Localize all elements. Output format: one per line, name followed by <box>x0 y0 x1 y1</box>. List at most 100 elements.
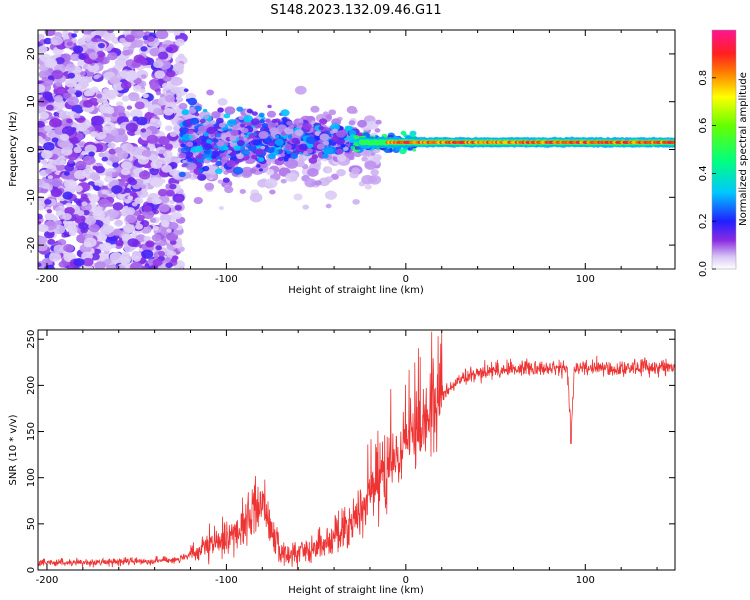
spectrogram-cell <box>352 198 360 205</box>
snr-frame <box>37 329 676 571</box>
spectrogram-cell <box>73 198 81 204</box>
spectrogram-cell <box>239 189 246 194</box>
snr-x-tick-label: 0 <box>403 575 409 586</box>
spectrogram-cell <box>66 41 73 47</box>
spectrogram-cell <box>261 122 269 128</box>
spectrogram-cell <box>78 222 88 230</box>
spectrogram-cell <box>204 182 215 191</box>
colorbar: 0.0 0.2 0.4 0.6 0.8 Normalized spectral ampl… <box>698 29 749 277</box>
spectrogram-cell <box>236 153 244 160</box>
spectrogram-cell <box>361 156 368 162</box>
spectrogram-cell <box>82 155 96 165</box>
spectrogram-cell <box>203 149 211 155</box>
spectrogram-cell <box>112 162 120 168</box>
spectrogram-cell <box>38 45 48 54</box>
spectrogram-cell <box>174 204 182 211</box>
spectrogram-cell <box>100 242 113 252</box>
spectrogram-cell <box>131 232 138 237</box>
spectrogram-cell <box>155 91 162 96</box>
spectrogram-cell <box>364 160 377 170</box>
spectrogram-cell <box>142 210 155 220</box>
spectrogram-cell <box>318 126 324 131</box>
spectrogram-cell <box>124 199 131 204</box>
spectrogram-cell <box>127 195 134 200</box>
spectrogram-cell <box>185 151 194 158</box>
snr-x-tick-label: 100 <box>576 575 595 586</box>
spectrogram-cell <box>139 170 151 180</box>
spectrogram-cell <box>109 89 119 97</box>
spectrogram-cell <box>310 105 320 113</box>
spectrogram-cell <box>238 115 244 120</box>
spectrogram-cell <box>319 133 330 141</box>
snr-x-label: Height of straight line (km) <box>288 585 424 596</box>
spectrogram-cell <box>325 114 332 119</box>
spectrogram-cell <box>130 109 143 119</box>
colorbar-ticks: 0.0 0.2 0.4 0.6 0.8 <box>698 70 716 277</box>
spectrogram-cell <box>348 130 357 136</box>
spectrogram-cell <box>161 164 172 173</box>
spectrogram-cell <box>169 131 178 137</box>
spectrogram-cell <box>162 150 173 158</box>
spectrogram-cell <box>123 223 136 234</box>
spectrogram-cell <box>322 111 329 116</box>
spectrogram-cell <box>264 137 272 143</box>
spectrogram-cell <box>166 228 172 233</box>
spectrogram-cell <box>158 136 170 146</box>
spectrogram-cell <box>127 92 140 102</box>
spectrogram-cell <box>331 135 340 143</box>
spectrogram-cell <box>224 106 236 115</box>
spectrogram-cell <box>125 122 138 133</box>
spectrogram-cell <box>247 144 257 152</box>
spectrogram-cell <box>134 101 145 110</box>
spectrogram-x-tick-label: -200 <box>36 274 59 285</box>
spectrogram-cell <box>40 187 48 194</box>
spectrogram-cell <box>266 110 276 118</box>
spectrogram-cell <box>293 193 303 201</box>
spectrogram-cell <box>324 147 334 154</box>
spectrogram-y-tick-label: 0 <box>26 146 37 152</box>
spectrogram-cell <box>298 119 304 123</box>
spectrogram-cell <box>280 153 286 157</box>
spectrogram-cell <box>96 50 105 58</box>
spectrogram-cell <box>336 168 346 177</box>
colorbar-tick-label: 0.4 <box>698 165 709 181</box>
spectrogram-cell <box>201 137 207 142</box>
spectrogram-cell <box>83 89 93 97</box>
spectrogram-cell <box>102 31 116 41</box>
spectrogram-cell <box>50 35 63 46</box>
spectrogram-cell <box>233 145 241 151</box>
spectrogram-cell <box>167 30 176 34</box>
spectrogram-cell <box>154 70 166 79</box>
spectrogram-cell <box>306 148 313 154</box>
spectrogram-cell <box>357 119 368 128</box>
spectrogram-cell <box>120 256 131 265</box>
spectrogram-cell <box>73 30 79 34</box>
spectrogram-cell <box>89 224 100 233</box>
spectrogram-cell <box>94 179 104 188</box>
spectrogram-cell <box>267 104 272 109</box>
spectrogram-cell <box>41 150 53 160</box>
spectrogram-cell <box>229 135 237 142</box>
spectrogram-cell <box>218 205 225 211</box>
spectrogram-cell <box>76 210 85 216</box>
spectrogram-cell <box>346 105 358 114</box>
spectrogram-cell <box>149 217 157 223</box>
spectrogram-cell <box>174 31 181 36</box>
spectrogram-cell <box>370 169 380 176</box>
spectrogram-cell <box>90 121 97 126</box>
colorbar-tick-label: 0.0 <box>698 261 709 277</box>
spectrogram-cell <box>38 158 41 164</box>
spectrogram-cell <box>145 240 155 248</box>
spectrogram-cell <box>181 163 187 168</box>
spectrogram-cell <box>268 153 276 160</box>
spectrogram-cell <box>187 130 194 135</box>
colorbar-label: Normalized spectral amplitude <box>738 72 749 226</box>
spectrogram-cell <box>206 139 212 144</box>
spectrogram-cell <box>64 206 75 215</box>
spectrogram-cell <box>47 75 54 80</box>
spectrogram-cell <box>174 62 185 71</box>
spectrogram-cell <box>351 167 361 174</box>
snr-series-line <box>38 331 675 570</box>
spectrogram-y-tick-label: -20 <box>26 237 37 253</box>
